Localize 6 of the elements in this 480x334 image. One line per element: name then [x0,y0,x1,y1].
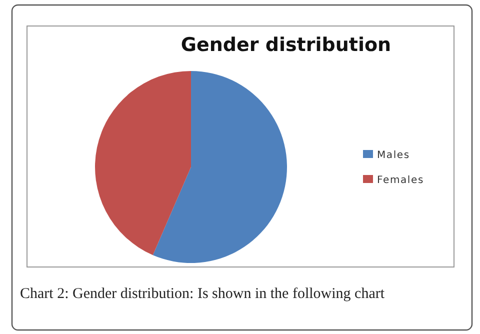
caption: Chart 2: Gender distribution: Is shown in the following chart [20,286,386,302]
legend-label: Males [377,150,410,161]
pie-slice [152,71,287,263]
pie-slice [95,71,191,256]
chart-title: Gender distribution [180,34,392,56]
legend-label: Females [377,175,424,186]
